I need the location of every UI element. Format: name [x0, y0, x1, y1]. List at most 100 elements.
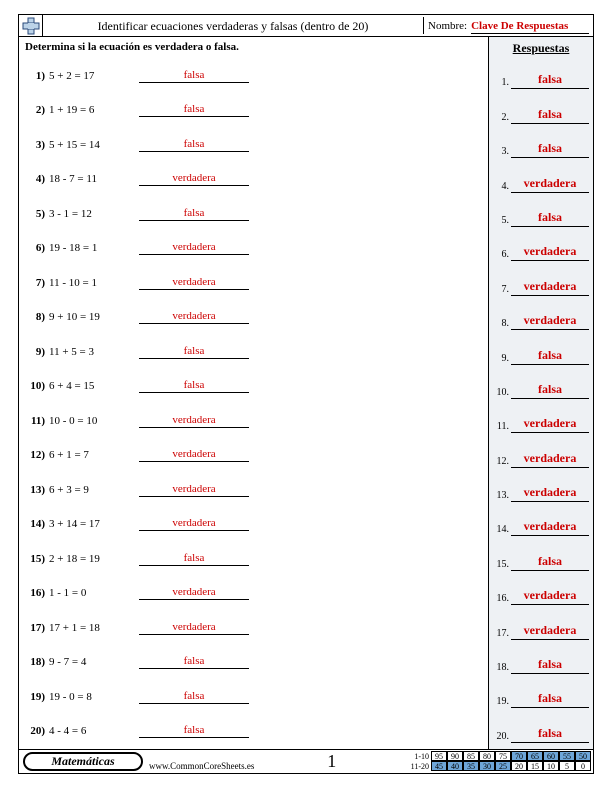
- answer-row: 4.verdadera: [493, 167, 589, 201]
- question-number: 16): [25, 587, 49, 611]
- answer-row: 8.verdadera: [493, 305, 589, 339]
- question-answer-blank: falsa: [139, 138, 249, 152]
- worksheet-title: Identificar ecuaciones verdaderas y fals…: [43, 17, 423, 34]
- answer-value: verdadera: [511, 279, 589, 296]
- question-number: 18): [25, 656, 49, 680]
- answer-row: 1.falsa: [493, 64, 589, 98]
- question-row: 19)19 - 0 = 8falsa: [25, 680, 482, 715]
- score-cell: 80: [479, 751, 495, 761]
- question-equation: 1 + 19 = 6: [49, 104, 139, 128]
- answer-number: 7.: [493, 284, 511, 305]
- question-answer-blank: falsa: [139, 379, 249, 393]
- score-cell: 30: [479, 761, 495, 771]
- question-row: 9)11 + 5 = 3falsa: [25, 335, 482, 370]
- question-equation: 11 + 5 = 3: [49, 346, 139, 370]
- score-cell: 75: [495, 751, 511, 761]
- answer-number: 18.: [493, 662, 511, 683]
- question-number: 8): [25, 311, 49, 335]
- answer-value: verdadera: [511, 588, 589, 605]
- question-answer-blank: falsa: [139, 690, 249, 704]
- question-equation: 6 + 1 = 7: [49, 449, 139, 473]
- question-row: 3)5 + 15 = 14falsa: [25, 128, 482, 163]
- question-answer-blank: verdadera: [139, 276, 249, 290]
- question-number: 2): [25, 104, 49, 128]
- answer-row: 14.verdadera: [493, 511, 589, 545]
- question-answer-blank: verdadera: [139, 310, 249, 324]
- answer-row: 6.verdadera: [493, 236, 589, 270]
- question-equation: 10 - 0 = 10: [49, 415, 139, 439]
- score-cell: 70: [511, 751, 527, 761]
- question-number: 19): [25, 691, 49, 715]
- answer-row: 20.falsa: [493, 717, 589, 751]
- question-row: 7)11 - 10 = 1verdadera: [25, 266, 482, 301]
- answer-row: 15.falsa: [493, 545, 589, 579]
- answer-number: 6.: [493, 249, 511, 270]
- body-area: Determina si la ecuación es verdadera o …: [19, 37, 593, 749]
- question-row: 14)3 + 14 = 17verdadera: [25, 508, 482, 543]
- answer-number: 13.: [493, 490, 511, 511]
- question-row: 20)4 - 4 = 6falsa: [25, 715, 482, 750]
- question-answer-blank: falsa: [139, 103, 249, 117]
- answer-row: 9.falsa: [493, 339, 589, 373]
- answer-value: falsa: [511, 107, 589, 124]
- answer-row: 19.falsa: [493, 683, 589, 717]
- question-equation: 2 + 18 = 19: [49, 553, 139, 577]
- score-cell: 25: [495, 761, 511, 771]
- question-number: 7): [25, 277, 49, 301]
- question-answer-blank: verdadera: [139, 414, 249, 428]
- worksheet-page: Identificar ecuaciones verdaderas y fals…: [18, 14, 594, 774]
- question-number: 4): [25, 173, 49, 197]
- answer-value: verdadera: [511, 176, 589, 193]
- score-cell: 95: [431, 751, 447, 761]
- question-answer-blank: verdadera: [139, 172, 249, 186]
- footer-row: Matemáticas www.CommonCoreSheets.es 1 1-…: [19, 749, 593, 773]
- question-row: 16)1 - 1 = 0verdadera: [25, 577, 482, 612]
- question-answer-blank: verdadera: [139, 448, 249, 462]
- question-equation: 3 - 1 = 12: [49, 208, 139, 232]
- question-number: 6): [25, 242, 49, 266]
- answer-value: verdadera: [511, 244, 589, 261]
- score-cell: 10: [543, 761, 559, 771]
- answer-number: 9.: [493, 353, 511, 374]
- question-number: 3): [25, 139, 49, 163]
- header-row: Identificar ecuaciones verdaderas y fals…: [19, 15, 593, 37]
- question-row: 13)6 + 3 = 9verdadera: [25, 473, 482, 508]
- answer-number: 1.: [493, 77, 511, 98]
- score-cell: 65: [527, 751, 543, 761]
- answer-row: 3.falsa: [493, 133, 589, 167]
- answer-number: 15.: [493, 559, 511, 580]
- answer-value: falsa: [511, 141, 589, 158]
- answer-value: falsa: [511, 382, 589, 399]
- question-number: 5): [25, 208, 49, 232]
- question-equation: 3 + 14 = 17: [49, 518, 139, 542]
- question-row: 10)6 + 4 = 15falsa: [25, 370, 482, 405]
- question-number: 17): [25, 622, 49, 646]
- question-row: 8)9 + 10 = 19verdadera: [25, 301, 482, 336]
- question-number: 15): [25, 553, 49, 577]
- score-cell: 40: [447, 761, 463, 771]
- answer-row: 12.verdadera: [493, 442, 589, 476]
- answer-row: 2.falsa: [493, 98, 589, 132]
- answer-number: 10.: [493, 387, 511, 408]
- answer-row: 10.falsa: [493, 374, 589, 408]
- score-cell: 85: [463, 751, 479, 761]
- answer-row: 13.verdadera: [493, 477, 589, 511]
- answer-value: falsa: [511, 691, 589, 708]
- answers-column: Respuestas 1.falsa2.falsa3.falsa4.verdad…: [488, 37, 593, 749]
- answer-number: 5.: [493, 215, 511, 236]
- score-cell: 90: [447, 751, 463, 761]
- question-row: 6)19 - 18 = 1verdadera: [25, 232, 482, 267]
- score-cell: 55: [559, 751, 575, 761]
- question-equation: 11 - 10 = 1: [49, 277, 139, 301]
- score-cell: 20: [511, 761, 527, 771]
- answer-row: 18.falsa: [493, 649, 589, 683]
- question-row: 17)17 + 1 = 18verdadera: [25, 611, 482, 646]
- question-number: 10): [25, 380, 49, 404]
- question-number: 13): [25, 484, 49, 508]
- question-number: 12): [25, 449, 49, 473]
- question-row: 2)1 + 19 = 6falsa: [25, 94, 482, 129]
- answer-number: 17.: [493, 628, 511, 649]
- name-field-box: Nombre: Clave De Respuestas: [423, 17, 593, 34]
- answer-number: 19.: [493, 696, 511, 717]
- score-cell: 60: [543, 751, 559, 761]
